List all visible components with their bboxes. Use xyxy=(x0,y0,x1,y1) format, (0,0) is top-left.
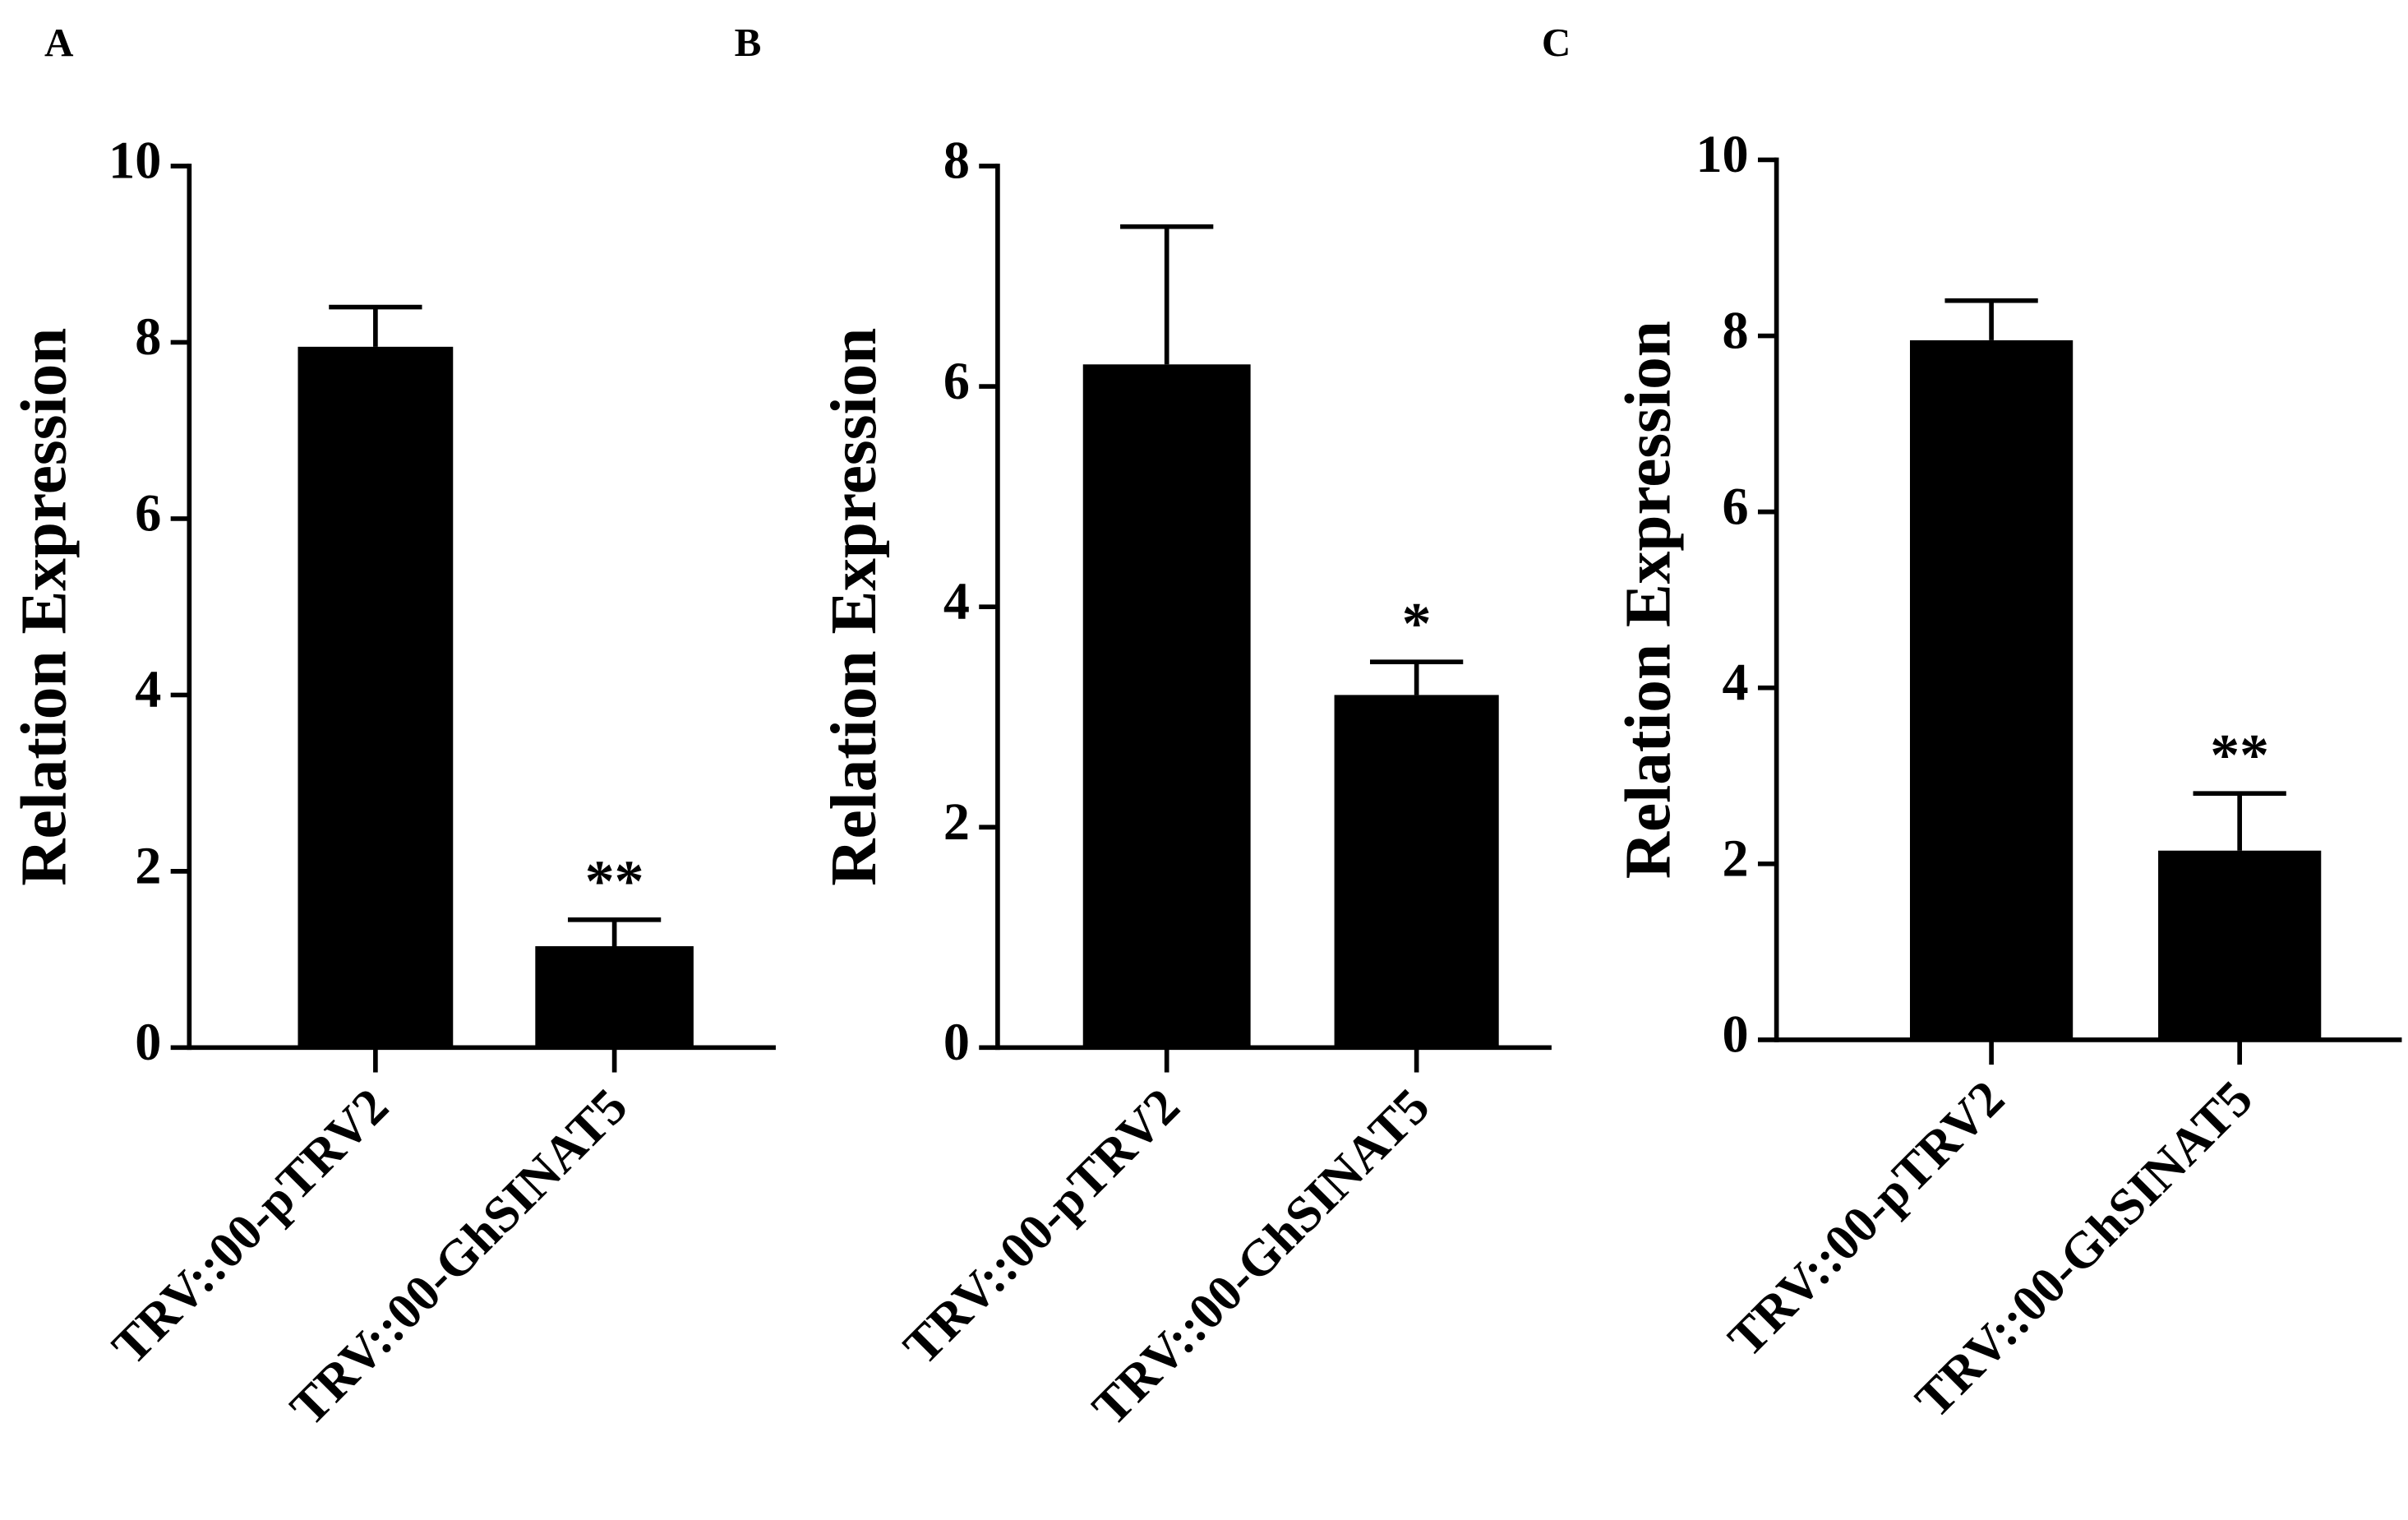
significance-mark: ** xyxy=(2210,723,2269,788)
bar xyxy=(2158,850,2322,1040)
y-tick-label: 10 xyxy=(1695,125,1748,183)
y-tick-label: 8 xyxy=(1723,301,1749,359)
y-axis-label: Relation Expression xyxy=(7,328,80,886)
y-tick-label: 6 xyxy=(135,484,161,543)
y-tick-label: 4 xyxy=(135,660,161,718)
y-tick-label: 4 xyxy=(943,572,970,631)
bar xyxy=(1909,340,2074,1040)
y-tick-label: 6 xyxy=(943,352,970,410)
y-tick-label: 8 xyxy=(943,132,970,190)
y-tick-label: 0 xyxy=(135,1013,161,1071)
y-tick-label: 10 xyxy=(108,132,161,190)
y-tick-label: 0 xyxy=(1723,1005,1749,1064)
bar xyxy=(1334,695,1499,1048)
y-tick-label: 2 xyxy=(135,837,161,895)
y-tick-label: 6 xyxy=(1723,477,1749,535)
y-axis-label: Relation Expression xyxy=(818,328,890,886)
panel-label: A xyxy=(44,20,74,65)
bar xyxy=(535,946,694,1048)
bar xyxy=(1082,364,1251,1048)
y-tick-label: 2 xyxy=(1723,829,1749,888)
y-tick-label: 8 xyxy=(135,307,161,366)
significance-mark: ** xyxy=(585,848,644,914)
panel-label: B xyxy=(735,20,762,65)
y-tick-label: 2 xyxy=(943,792,970,851)
y-axis-label: Relation Expression xyxy=(1612,321,1684,879)
y-tick-label: 4 xyxy=(1723,653,1749,711)
significance-mark: * xyxy=(1402,591,1432,657)
panel-label: C xyxy=(1542,20,1571,65)
y-tick-label: 0 xyxy=(943,1013,970,1071)
bar xyxy=(298,346,454,1048)
